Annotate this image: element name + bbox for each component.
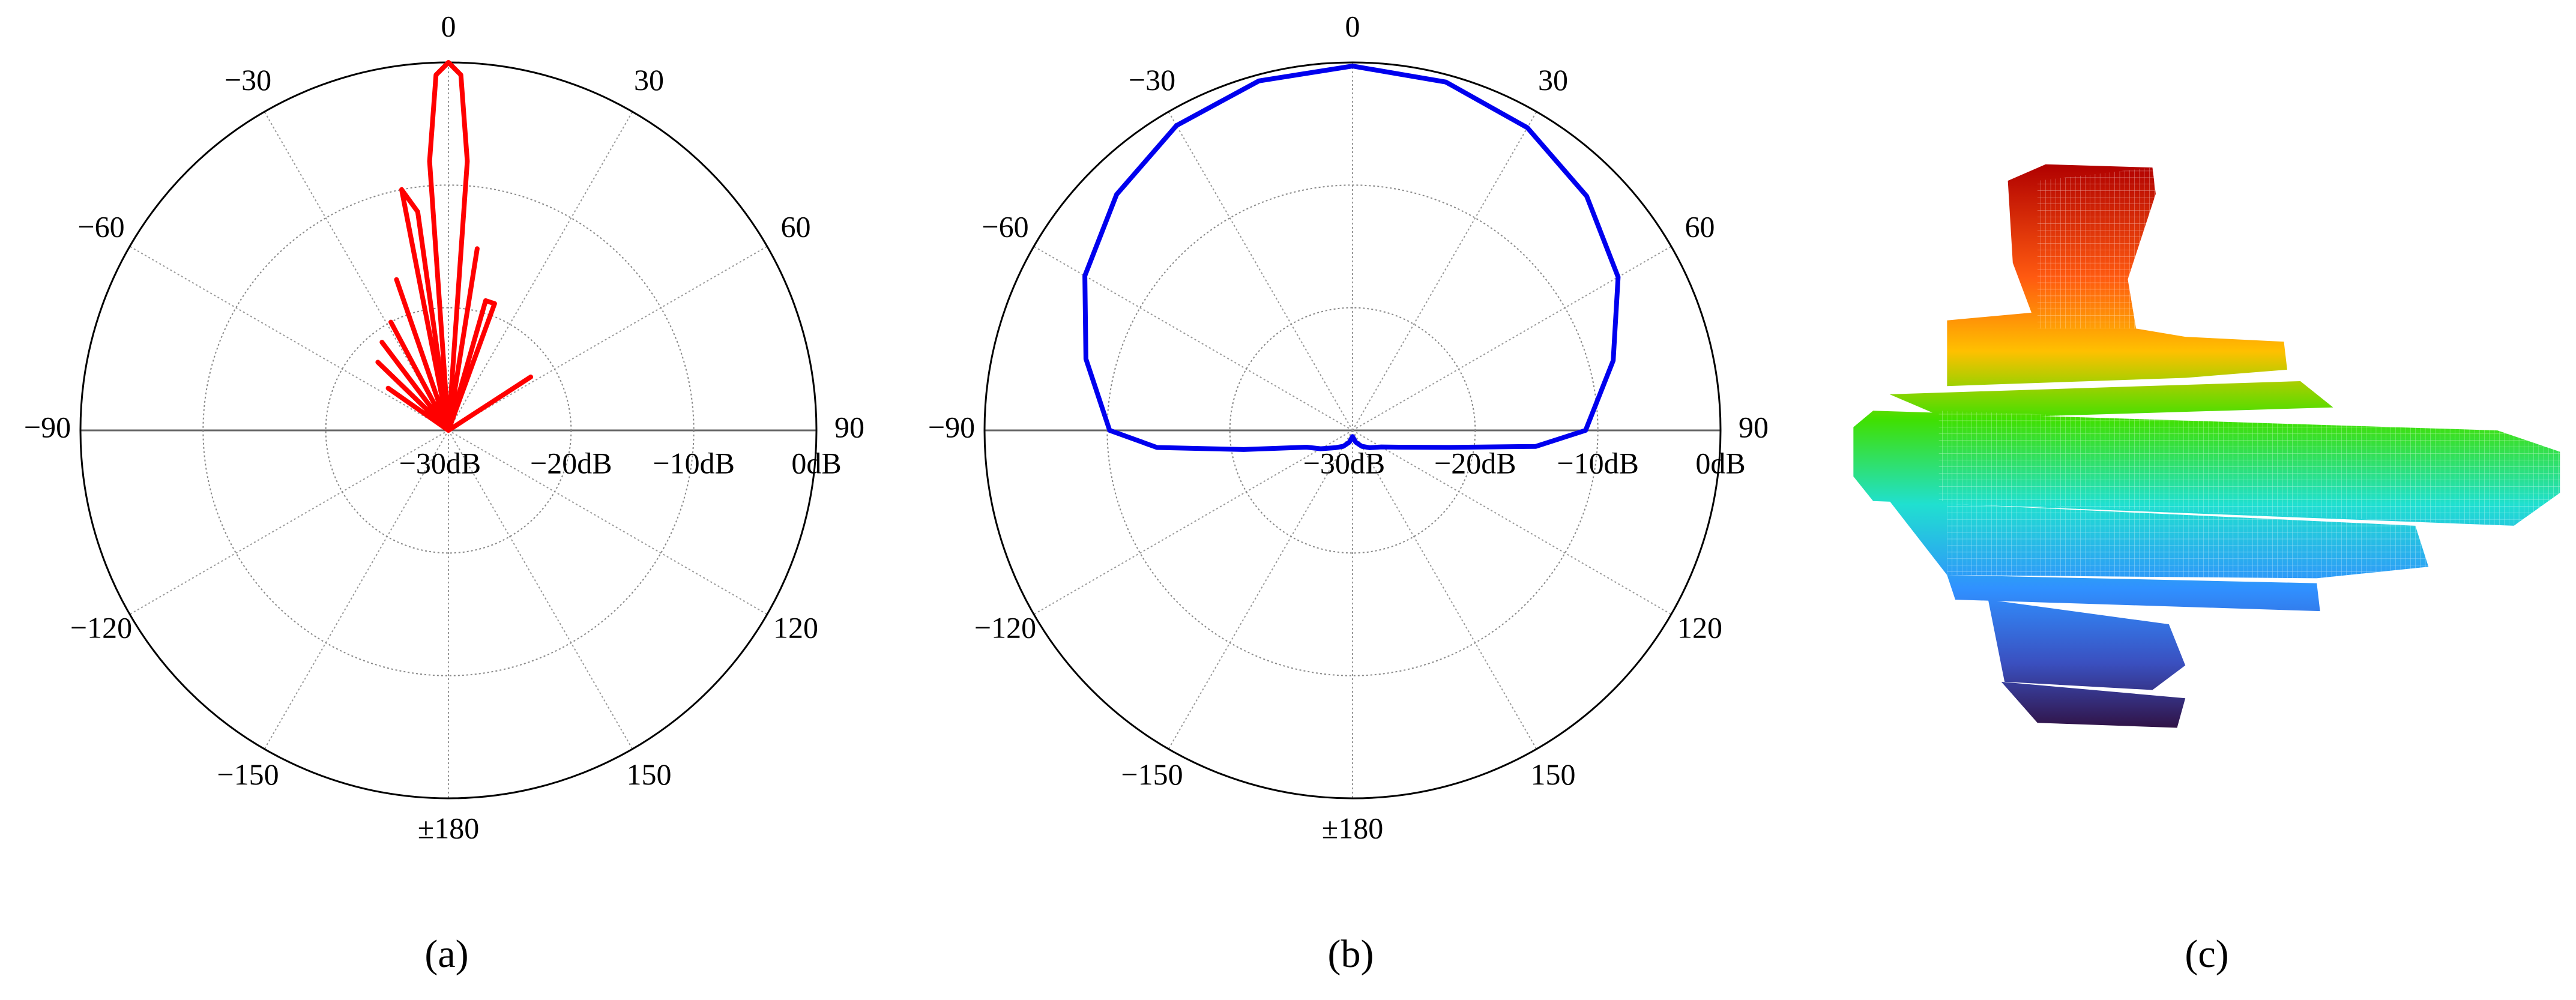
pattern-line: [1082, 64, 1621, 452]
radial-tick-label: −20dB: [1434, 446, 1516, 480]
angle-tick-label: −60: [982, 209, 1028, 243]
angle-tick-label: 120: [773, 610, 818, 644]
radial-grid-circle: [1229, 307, 1476, 554]
angle-tick-label: −90: [928, 410, 975, 444]
angle-grid-line: [448, 245, 768, 431]
angle-tick-label: 0: [441, 9, 456, 43]
angle-tick-label: −30: [1129, 63, 1175, 97]
panel-label: (c): [2185, 932, 2228, 976]
panel-label: (b): [1328, 932, 1374, 976]
angle-tick-label: −150: [1121, 758, 1183, 791]
angle-tick-label: −60: [77, 209, 124, 243]
radial-tick-label: 0dB: [1695, 446, 1745, 480]
pattern-line: [375, 60, 534, 433]
angle-tick-label: 90: [1739, 410, 1769, 444]
angle-tick-label: 60: [1685, 209, 1715, 243]
angle-tick-label: −120: [974, 610, 1036, 644]
angle-tick-label: −150: [217, 758, 279, 791]
radial-tick-label: −10dB: [653, 446, 735, 480]
angle-tick-label: −30: [225, 63, 271, 97]
angle-tick-label: 150: [627, 758, 672, 791]
3d-pattern: [1853, 164, 2560, 728]
angle-grid-line: [1352, 111, 1537, 431]
angle-tick-label: 30: [1538, 63, 1568, 97]
radial-grid-circle: [202, 184, 695, 676]
radial-grid-circle: [325, 307, 572, 554]
radial-tick-label: −30dB: [1303, 446, 1386, 480]
angle-tick-label: −120: [70, 610, 132, 644]
outer-circle: [983, 61, 1722, 800]
angle-tick-label: 0: [1345, 9, 1360, 43]
angle-tick-label: 30: [634, 63, 664, 97]
angle-grid-line: [1352, 245, 1672, 431]
radial-tick-label: 0dB: [791, 446, 841, 480]
angle-tick-label: 150: [1531, 758, 1576, 791]
angle-tick-label: 90: [834, 410, 864, 444]
angle-tick-label: −90: [24, 410, 71, 444]
panel-label: (a): [424, 932, 468, 976]
angle-grid-line: [1033, 245, 1353, 431]
angle-tick-label: 120: [1677, 610, 1722, 644]
angle-tick-label: 60: [781, 209, 811, 243]
radial-tick-label: −30dB: [399, 446, 481, 480]
angle-grid-line: [1168, 111, 1353, 431]
angle-tick-label: ±180: [1322, 811, 1383, 845]
radial-tick-label: −20dB: [530, 446, 612, 480]
angle-tick-label: ±180: [418, 811, 479, 845]
radial-tick-label: −10dB: [1557, 446, 1639, 480]
